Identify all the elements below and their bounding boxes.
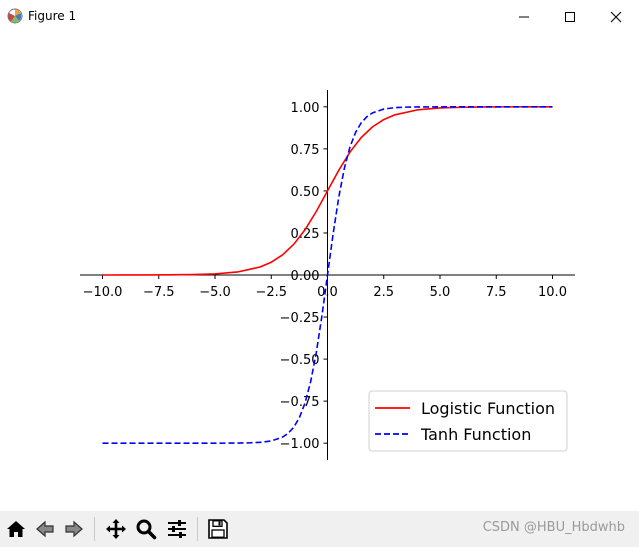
legend-label-1: Tanh Function xyxy=(420,425,531,444)
forward-button[interactable] xyxy=(61,516,87,542)
chart-svg: −10.0 −7.5 −5.0 −2.5 0.0 2.5 5.0 7.5 10.0 1.00 0.7… xyxy=(80,90,575,460)
sliders-icon xyxy=(168,520,186,538)
axes: −10.0 −7.5 −5.0 −2.5 0.0 2.5 5.0 7.5 10.0 1.00 0.7… xyxy=(80,90,575,460)
magnifier-icon xyxy=(136,519,157,540)
title-bar: Figure 1 xyxy=(0,0,639,33)
y-tick-label: −0.75 xyxy=(280,395,320,410)
minimize-icon xyxy=(519,16,529,17)
maximize-button[interactable] xyxy=(547,0,593,33)
legend-frame xyxy=(368,390,568,452)
close-icon xyxy=(610,11,622,22)
x-tick-label: −7.5 xyxy=(143,285,175,300)
y-tick-label: 0.75 xyxy=(291,143,320,158)
configure-subplots-button[interactable] xyxy=(164,516,190,542)
watermark-text: CSDN @HBU_Hbdwhb xyxy=(482,520,625,535)
window-title: Figure 1 xyxy=(28,9,77,23)
figure-canvas[interactable]: −10.0 −7.5 −5.0 −2.5 0.0 2.5 5.0 7.5 10.0 1.00 0.7… xyxy=(0,33,639,511)
zoom-button[interactable] xyxy=(133,516,159,542)
y-tick-label: 1.00 xyxy=(291,101,320,116)
floppy-disk-icon xyxy=(208,519,228,539)
x-tick-label: −5.0 xyxy=(199,285,231,300)
y-tick-label: −1.00 xyxy=(280,437,320,452)
y-tick-label: −0.50 xyxy=(280,353,320,368)
move-arrows-icon xyxy=(106,519,126,539)
x-tick-label: −10.0 xyxy=(83,285,123,300)
legend: Logistic Function Tanh Function xyxy=(368,390,568,452)
close-button[interactable] xyxy=(593,0,639,33)
x-tick-label: 0.0 xyxy=(317,285,338,300)
save-button[interactable] xyxy=(205,516,231,542)
y-tick-label: −0.25 xyxy=(280,311,320,326)
x-tick-label: 10.0 xyxy=(538,285,567,300)
x-tick-label: 2.5 xyxy=(373,285,394,300)
minimize-button[interactable] xyxy=(501,0,547,33)
home-button[interactable] xyxy=(3,516,29,542)
toolbar-separator xyxy=(197,517,198,541)
back-arrow-icon xyxy=(36,520,54,538)
toolbar-separator xyxy=(94,517,95,541)
forward-arrow-icon xyxy=(65,520,83,538)
y-tick-label: 0.50 xyxy=(291,185,320,200)
pan-button[interactable] xyxy=(103,516,129,542)
x-tick-label: 5.0 xyxy=(430,285,451,300)
navigation-toolbar: CSDN @HBU_Hbdwhb xyxy=(0,511,639,547)
series-line-1 xyxy=(102,106,553,444)
legend-label-0: Logistic Function xyxy=(421,399,555,418)
back-button[interactable] xyxy=(32,516,58,542)
y-tick-label: 0.00 xyxy=(291,269,320,284)
x-tick-label: 7.5 xyxy=(486,285,507,300)
home-icon xyxy=(7,521,25,537)
maximize-icon xyxy=(565,11,575,22)
matplotlib-logo-icon xyxy=(7,8,23,24)
series-layer xyxy=(102,106,553,444)
x-tick-label: −2.5 xyxy=(255,285,287,300)
